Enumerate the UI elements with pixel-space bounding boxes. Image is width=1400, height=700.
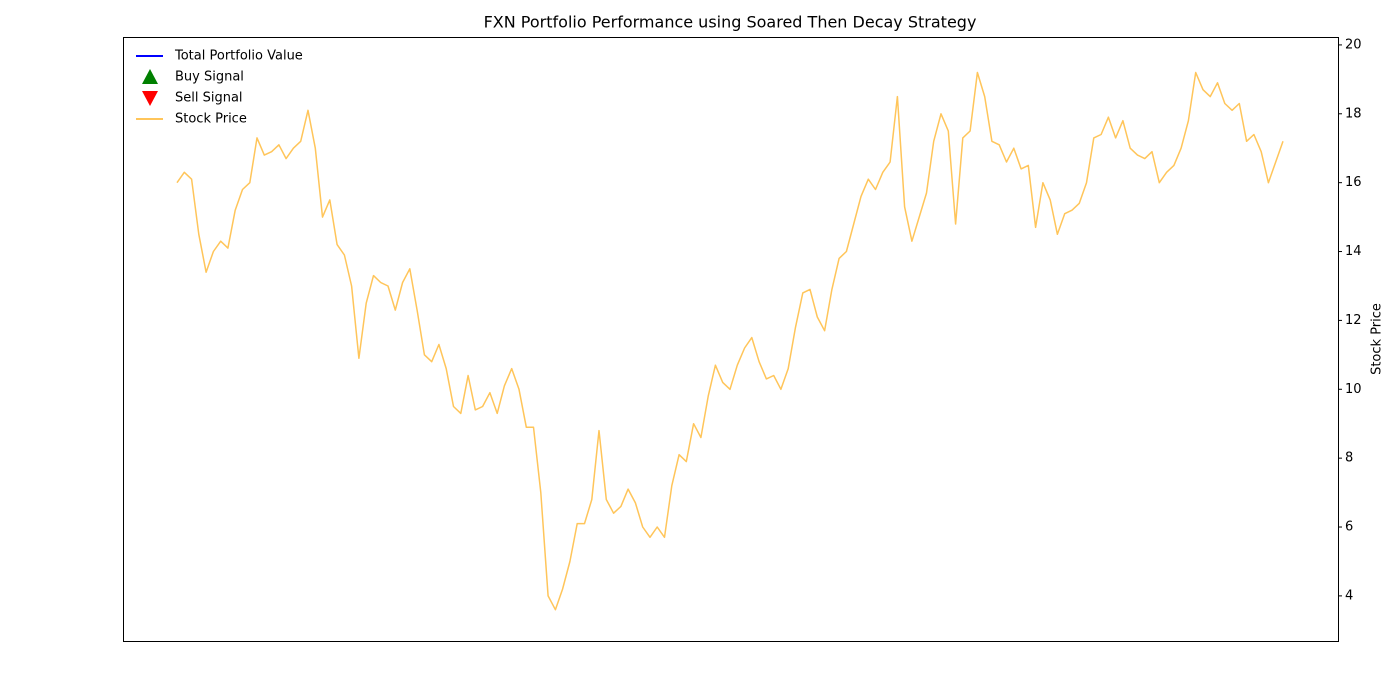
y2-tick-label: 20 <box>1345 37 1362 52</box>
legend-swatch <box>142 69 158 84</box>
chart-title: FXN Portfolio Performance using Soared T… <box>484 13 977 32</box>
legend-label: Total Portfolio Value <box>174 49 303 64</box>
y2-tick-label: 16 <box>1345 175 1362 190</box>
y2-tick-label: 10 <box>1345 382 1362 397</box>
axes-frame <box>123 37 1339 642</box>
y2-axis-label: Stock Price <box>1370 303 1385 375</box>
plot-area <box>176 71 1284 611</box>
y2-tick-label: 18 <box>1345 106 1362 121</box>
legend: Total Portfolio Value Buy Signal Sell Sign… <box>136 49 303 127</box>
y2-tick-label: 12 <box>1345 313 1362 328</box>
y2-tick-label: 8 <box>1345 451 1353 466</box>
legend-label: Buy Signal <box>175 70 244 85</box>
y2-tick-label: 14 <box>1345 244 1362 259</box>
legend-label: Stock Price <box>175 112 247 127</box>
price-line <box>176 71 1284 611</box>
y2-tick-label: 4 <box>1345 588 1353 603</box>
y2-tick-label: 6 <box>1345 520 1353 535</box>
legend-swatch <box>142 91 158 106</box>
legend-label: Sell Signal <box>175 91 243 106</box>
